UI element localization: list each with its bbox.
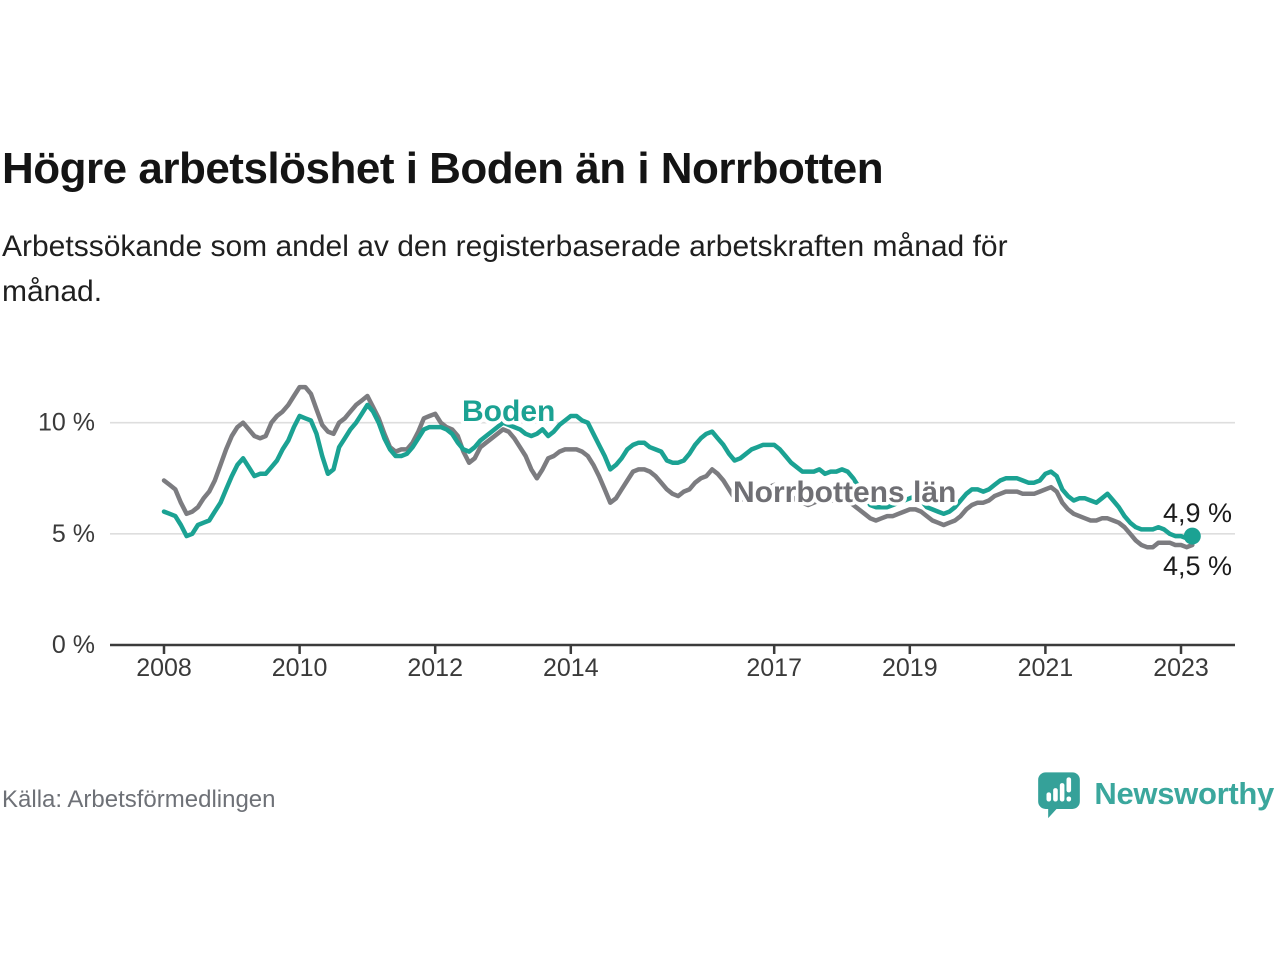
brand-name: Newsworthy <box>1094 776 1274 811</box>
series-label-boden: Boden <box>462 395 555 428</box>
x-tick-label: 2023 <box>1153 654 1209 682</box>
x-tick-label: 2012 <box>407 654 463 682</box>
chart-svg: 2008 2010 2012 2014 2017 2019 2021 2023 0 % 5 % 10… <box>38 384 1235 682</box>
end-value-label-norrbotten: 4,5 % <box>1163 551 1232 581</box>
series-line-norrbotten <box>161 384 1195 550</box>
brand: Newsworthy <box>1034 768 1274 820</box>
page-title: Högre arbetslöshet i Boden än i Norrbott… <box>2 144 884 193</box>
series-line-boden <box>161 402 1195 541</box>
y-tick-label: 10 % <box>38 409 95 437</box>
x-tick-label: 2019 <box>882 654 938 682</box>
x-tick-label: 2014 <box>543 654 599 682</box>
x-tick-label: 2010 <box>272 654 328 682</box>
end-dot-boden <box>1183 527 1201 545</box>
x-tick-label: 2017 <box>746 654 802 682</box>
x-tick-label: 2008 <box>136 654 192 682</box>
y-tick-label: 0 % <box>52 631 95 659</box>
newsworthy-logo-icon <box>1038 772 1081 819</box>
y-tick-label: 5 % <box>52 520 95 548</box>
source-caption: Källa: Arbetsförmedlingen <box>2 786 276 813</box>
end-value-label-boden: 4,9 % <box>1163 498 1232 528</box>
series-label-norrbotten: Norrbottens län <box>733 476 956 509</box>
x-tick-label: 2021 <box>1018 654 1074 682</box>
page-subtitle: Arbetssökande som andel av den registerb… <box>2 230 1008 308</box>
